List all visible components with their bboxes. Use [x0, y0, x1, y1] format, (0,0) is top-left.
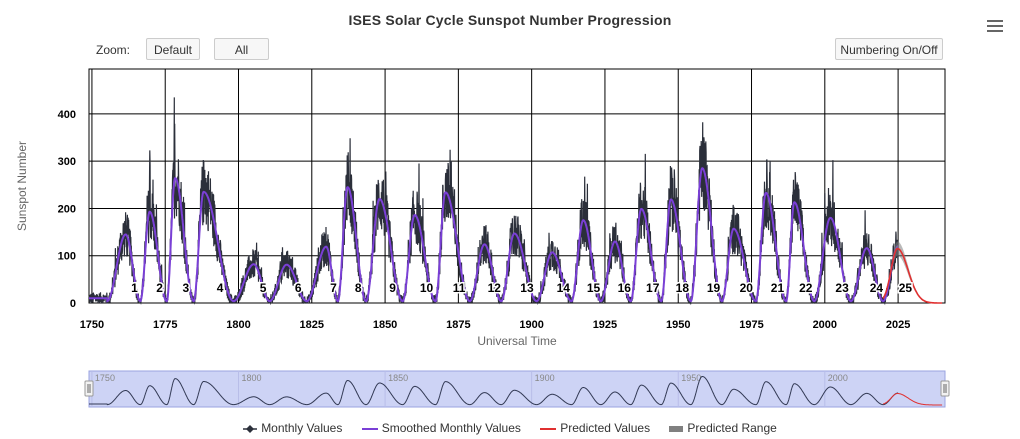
cycle-number-label: 3 [183, 281, 190, 295]
navigator-left-handle[interactable] [84, 380, 94, 397]
y-tick-label: 0 [70, 298, 76, 310]
navigator-tick-label: 1850 [388, 373, 408, 383]
zoom-label: Zoom: [96, 43, 131, 57]
navigator-tick-label: 1900 [535, 373, 555, 383]
cycle-number-label: 19 [707, 281, 721, 295]
x-axis-title: Universal Time [477, 334, 557, 348]
cycle-number-label: 7 [330, 281, 337, 295]
navigator-tick-label: 1800 [242, 373, 262, 383]
x-tick-label: 1850 [373, 319, 397, 331]
cycle-number-label: 23 [835, 281, 849, 295]
cycle-number-label: 10 [420, 281, 434, 295]
navigator-tick-label: 1750 [95, 373, 115, 383]
legend-item-smoothed[interactable]: Smoothed Monthly Values [361, 421, 521, 435]
y-tick-label: 100 [58, 251, 76, 263]
navigator-tick-label: 2000 [828, 373, 848, 383]
navigator-series-line [89, 376, 899, 406]
legend-label-predicted-range: Predicted Range [687, 421, 777, 435]
x-tick-label: 1900 [519, 319, 543, 331]
x-tick-label: 1925 [593, 319, 617, 331]
x-tick-label: 1800 [226, 319, 250, 331]
x-tick-label: 2025 [886, 319, 910, 331]
numbering-toggle-button[interactable]: Numbering On/Off [835, 38, 943, 60]
legend: Monthly Values Smoothed Monthly Values P… [0, 421, 1020, 435]
predicted-range-marker-icon [669, 425, 684, 432]
smoothed-values-line [89, 167, 899, 303]
cycle-number-label: 14 [557, 281, 571, 295]
y-tick-label: 300 [58, 156, 76, 168]
smoothed-series-marker-icon [361, 427, 378, 430]
cycle-number-label: 18 [676, 281, 690, 295]
cycle-number-label: 11 [453, 281, 466, 295]
legend-label-monthly: Monthly Values [261, 421, 343, 435]
x-tick-label: 2000 [813, 319, 837, 331]
zoom-default-button[interactable]: Default [146, 38, 200, 60]
x-tick-label: 1775 [153, 319, 177, 331]
navigator-tick-label: 1950 [681, 373, 701, 383]
x-tick-label: 1875 [446, 319, 470, 331]
cycle-number-label: 12 [488, 281, 502, 295]
x-tick-label: 1950 [666, 319, 690, 331]
y-tick-label: 400 [58, 109, 76, 121]
monthly-series-marker-icon [243, 424, 258, 433]
zoom-all-button[interactable]: All [214, 38, 269, 60]
legend-item-predicted[interactable]: Predicted Values [540, 421, 650, 435]
cycle-number-label: 1 [131, 281, 138, 295]
cycle-number-label: 20 [740, 281, 754, 295]
cycle-number-label: 4 [217, 281, 224, 295]
cycle-number-label: 13 [520, 281, 534, 295]
cycle-number-label: 5 [260, 281, 267, 295]
cycle-number-label: 22 [799, 281, 813, 295]
cycle-number-label: 25 [899, 281, 913, 295]
cycle-number-label: 17 [646, 281, 660, 295]
legend-label-smoothed: Smoothed Monthly Values [381, 421, 521, 435]
cycle-number-label: 8 [355, 281, 362, 295]
cycle-number-label: 21 [771, 281, 785, 295]
cycle-number-label: 24 [870, 281, 884, 295]
y-tick-label: 200 [58, 203, 76, 215]
navigator-predicted-line [882, 393, 943, 406]
legend-item-monthly[interactable]: Monthly Values [243, 421, 342, 435]
cycle-number-label: 6 [295, 281, 302, 295]
navigator-selection [88, 370, 946, 408]
navigator-right-handle[interactable] [940, 380, 950, 397]
x-tick-label: 1750 [80, 319, 104, 331]
plot-frame [88, 68, 946, 304]
legend-label-predicted: Predicted Values [560, 421, 651, 435]
cycle-number-label: 9 [389, 281, 396, 295]
x-tick-label: 1825 [300, 319, 324, 331]
chart-title: ISES Solar Cycle Sunspot Number Progress… [348, 12, 672, 28]
cycle-number-label: 2 [156, 281, 163, 295]
predicted-values-line [882, 247, 943, 304]
legend-item-predicted-range[interactable]: Predicted Range [669, 421, 777, 435]
predicted-series-marker-icon [540, 427, 557, 430]
hamburger-menu-icon[interactable] [987, 20, 1003, 34]
y-axis-title: Sunspot Number [15, 141, 29, 231]
x-tick-label: 1975 [739, 319, 763, 331]
cycle-number-label: 15 [587, 281, 601, 295]
cycle-number-label: 16 [618, 281, 632, 295]
